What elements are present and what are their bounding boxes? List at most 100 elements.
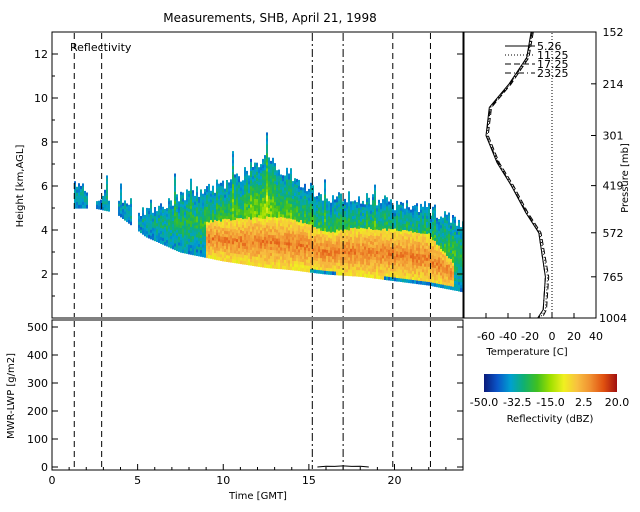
- reflectivity-cell: [298, 249, 300, 253]
- lwp-series-line: [317, 465, 369, 468]
- reflectivity-cell: [228, 222, 230, 226]
- reflectivity-cell: [262, 176, 264, 181]
- reflectivity-cell: [356, 264, 358, 268]
- reflectivity-cell: [404, 257, 406, 262]
- reflectivity-cell: [286, 257, 288, 261]
- reflectivity-cell: [298, 210, 300, 214]
- reflectivity-cell: [146, 207, 148, 212]
- reflectivity-cell: [372, 239, 374, 243]
- reflectivity-cell: [202, 235, 204, 240]
- reflectivity-cell: [450, 231, 452, 236]
- reflectivity-cell: [358, 252, 360, 257]
- reflectivity-cell: [230, 199, 232, 204]
- reflectivity-cell: [266, 249, 268, 254]
- reflectivity-cell: [400, 204, 402, 209]
- reflectivity-cell: [214, 207, 216, 212]
- reflectivity-cell: [270, 214, 272, 218]
- reflectivity-cell: [264, 249, 266, 253]
- reflectivity-cell: [200, 195, 202, 200]
- reflectivity-cell: [426, 236, 428, 241]
- reflectivity-cell: [106, 193, 108, 197]
- reflectivity-cell: [412, 208, 414, 213]
- reflectivity-cell: [288, 197, 290, 202]
- reflectivity-cell: [456, 266, 458, 271]
- reflectivity-cell: [250, 237, 252, 242]
- reflectivity-cell: [440, 228, 442, 232]
- reflectivity-cell: [168, 225, 170, 230]
- reflectivity-cell: [434, 250, 436, 254]
- reflectivity-cell: [256, 256, 258, 261]
- reflectivity-cell: [340, 256, 342, 261]
- reflectivity-cell: [220, 188, 222, 193]
- reflectivity-cell: [264, 188, 266, 193]
- reflectivity-cell: [230, 197, 232, 201]
- reflectivity-cell: [174, 188, 176, 193]
- reflectivity-cell: [174, 231, 176, 235]
- reflectivity-cell: [364, 204, 366, 208]
- reflectivity-cell: [408, 243, 410, 247]
- reflectivity-cell: [282, 205, 284, 209]
- reflectivity-cell: [356, 225, 358, 230]
- reflectivity-cell: [274, 178, 276, 182]
- reflectivity-cell: [300, 193, 302, 197]
- reflectivity-cell: [366, 238, 368, 242]
- reflectivity-cell: [268, 193, 270, 197]
- reflectivity-cell: [432, 276, 434, 281]
- reflectivity-cell: [180, 203, 182, 208]
- reflectivity-cell: [416, 206, 418, 210]
- reflectivity-cell: [438, 245, 440, 250]
- reflectivity-cell: [198, 241, 200, 245]
- reflectivity-cell: [302, 196, 304, 200]
- reflectivity-cell: [270, 241, 272, 245]
- reflectivity-cell: [272, 163, 274, 168]
- reflectivity-panel-label: Reflectivity: [70, 41, 132, 54]
- reflectivity-cell: [346, 205, 348, 209]
- reflectivity-cell: [366, 247, 368, 251]
- reflectivity-cell: [224, 212, 226, 217]
- reflectivity-cell: [286, 230, 288, 234]
- reflectivity-cell: [168, 234, 170, 239]
- reflectivity-cell: [390, 232, 392, 236]
- reflectivity-cell: [210, 234, 212, 239]
- reflectivity-cell: [258, 197, 260, 201]
- reflectivity-cell: [290, 260, 292, 265]
- reflectivity-cell: [212, 185, 214, 190]
- reflectivity-cell: [204, 206, 206, 211]
- reflectivity-cell: [156, 217, 158, 221]
- reflectivity-cell: [344, 241, 346, 246]
- reflectivity-cell: [214, 222, 216, 227]
- reflectivity-cell: [390, 259, 392, 263]
- reflectivity-cell: [190, 181, 192, 186]
- reflectivity-cell: [244, 230, 246, 235]
- reflectivity-cell: [418, 244, 420, 249]
- reflectivity-cell: [172, 205, 174, 210]
- reflectivity-cell: [246, 234, 248, 238]
- reflectivity-cell: [362, 234, 364, 238]
- reflectivity-cell: [348, 206, 350, 210]
- reflectivity-cell: [298, 201, 300, 205]
- reflectivity-cell: [246, 192, 248, 196]
- reflectivity-cell: [204, 195, 206, 199]
- reflectivity-cell: [264, 224, 266, 229]
- reflectivity-cell: [306, 244, 308, 249]
- reflectivity-cell: [460, 288, 462, 292]
- reflectivity-cell: [254, 250, 256, 255]
- reflectivity-cell: [408, 207, 410, 211]
- reflectivity-cell: [258, 224, 260, 228]
- reflectivity-cell: [328, 262, 330, 266]
- reflectivity-cell: [332, 231, 334, 236]
- reflectivity-cell: [258, 230, 260, 234]
- reflectivity-cell: [152, 215, 154, 220]
- reflectivity-cell: [416, 277, 418, 282]
- reflectivity-cell: [212, 188, 214, 193]
- reflectivity-cell: [252, 214, 254, 219]
- reflectivity-cell: [296, 185, 298, 189]
- reflectivity-cell: [380, 266, 382, 271]
- reflectivity-cell: [326, 213, 328, 218]
- reflectivity-cell: [336, 259, 338, 264]
- reflectivity-cell: [310, 233, 312, 237]
- reflectivity-cell: [294, 240, 296, 244]
- reflectivity-cell: [394, 231, 396, 236]
- reflectivity-cell: [346, 208, 348, 212]
- reflectivity-cell: [284, 214, 286, 219]
